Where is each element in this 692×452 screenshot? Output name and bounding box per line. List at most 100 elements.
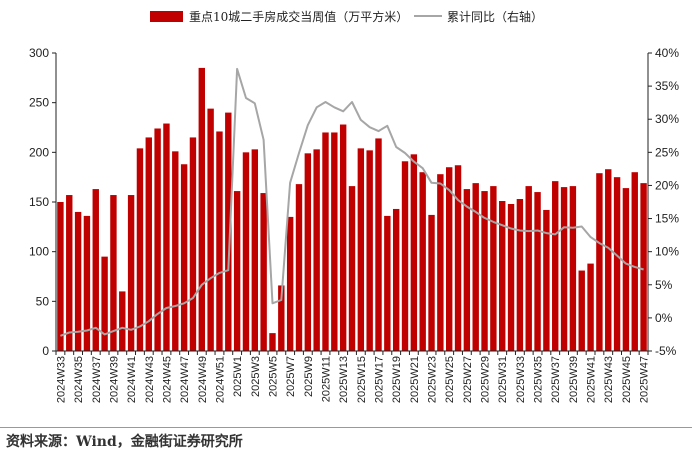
bar-2025W27 (463, 189, 471, 351)
divider (0, 427, 692, 428)
x-tick-label: 2025W47 (639, 356, 651, 403)
bar-2025W13 (339, 124, 347, 352)
bar-2025W36 (543, 209, 550, 351)
x-tick-label: 2025W3 (250, 356, 262, 397)
bar-2024W40 (119, 291, 126, 351)
x-tick-label: 2024W33 (55, 356, 67, 403)
bar-series (57, 67, 647, 352)
x-tick-label: 2024W45 (161, 356, 173, 403)
bar-2025W14 (348, 186, 356, 351)
x-tick-label: 2024W39 (108, 356, 120, 403)
x-tick-label: 2025W15 (356, 356, 368, 403)
x-tick-label: 2025W45 (621, 356, 633, 403)
x-tick-label: 2024W35 (73, 356, 85, 403)
x-tick-label: 2025W41 (586, 356, 598, 403)
source-note: 资料来源：Wind，金融街证券研究所 (6, 434, 243, 450)
bar-2025W1 (233, 191, 241, 351)
bar-2024W36 (83, 215, 91, 351)
x-tick-label: 2025W33 (515, 356, 527, 403)
bar-2025W40 (578, 270, 585, 351)
bar-2024W43 (145, 137, 152, 351)
bar-2024W48 (189, 137, 197, 351)
bar-2025W17 (375, 138, 382, 351)
bar-2025W30 (490, 186, 497, 351)
x-tick-label: 2025W11 (320, 356, 332, 402)
bar-2024W41 (127, 195, 135, 351)
bar-2024W49 (198, 67, 205, 352)
left-tick-label: 150 (29, 195, 49, 209)
bar-2025W7 (286, 216, 294, 351)
bar-2025W39 (569, 186, 577, 351)
bar-2025W41 (587, 263, 594, 351)
left-tick-label: 0 (42, 344, 49, 358)
chart: 重点10城二手房成交当周值（万平方米） 累计同比（右轴） 0 50 100 150 20… (29, 9, 679, 403)
bar-2025W21 (410, 154, 418, 351)
bar-2025W47 (640, 183, 647, 351)
bar-2025W34 (525, 186, 532, 351)
bar-2025W24 (437, 174, 444, 351)
x-tick-label: 2025W25 (444, 356, 456, 403)
bar-2025W5 (269, 333, 276, 351)
right-tick-label: 0% (655, 311, 673, 325)
x-tick-label: 2025W21 (409, 356, 421, 403)
x-tick-label: 2024W49 (197, 356, 209, 403)
bar-2025W18 (384, 215, 391, 351)
bar-2024W35 (74, 211, 82, 351)
x-tick-label: 2025W19 (391, 356, 403, 403)
bar-2025W10 (313, 149, 320, 351)
right-tick-label: 15% (655, 212, 679, 226)
x-tick-label: 2025W39 (568, 356, 580, 403)
left-tick-label: 50 (36, 294, 50, 308)
right-tick-label: 10% (655, 245, 679, 259)
bar-2025W29 (481, 191, 488, 351)
bar-2025W26 (454, 165, 462, 351)
bar-2024W38 (101, 256, 108, 351)
bar-2025W42 (596, 173, 603, 351)
bar-2025W46 (631, 172, 638, 351)
bar-2025W45 (622, 188, 630, 351)
bar-2025W28 (472, 183, 479, 351)
bar-2025W25 (445, 167, 453, 351)
bar-2025W11 (322, 132, 329, 351)
left-tick-label: 100 (29, 245, 49, 259)
bar-2024W34 (66, 195, 73, 351)
right-tick-label: 40% (655, 46, 679, 60)
bar-2024W52 (225, 112, 232, 351)
bar-2024W42 (136, 148, 144, 351)
cumulative-yoy-line (60, 67, 644, 337)
bar-2025W23 (428, 214, 435, 351)
right-tick-label: 20% (655, 178, 679, 192)
legend-bar-label: 重点10城二手房成交当周值（万平方米） (189, 9, 408, 24)
left-tick-label: 300 (29, 46, 49, 60)
bar-2024W46 (172, 151, 179, 351)
bar-2025W32 (507, 203, 515, 351)
bar-2024W33 (57, 202, 64, 351)
bar-2025W9 (304, 153, 312, 351)
bar-2024W47 (180, 164, 188, 351)
bar-2025W38 (560, 187, 568, 351)
bar-2025W4 (260, 193, 267, 351)
bar-2025W2 (242, 152, 250, 351)
x-tick-label: 2024W51 (214, 356, 226, 403)
bar-2025W43 (605, 169, 612, 351)
bar-2025W22 (419, 172, 426, 351)
x-tick-label: 2025W23 (427, 356, 439, 403)
bar-2025W44 (613, 177, 621, 351)
bar-2025W3 (251, 149, 259, 351)
x-tick-label: 2025W13 (338, 356, 350, 403)
left-tick-label: 250 (29, 96, 49, 110)
x-tick-label: 2025W9 (303, 356, 315, 397)
bar-2025W16 (366, 150, 373, 351)
x-tick-label: 2025W1 (232, 356, 244, 397)
x-tick-label: 2024W43 (144, 356, 156, 403)
left-tick-label: 200 (29, 145, 49, 159)
right-tick-label: 5% (655, 278, 673, 292)
bar-2024W51 (216, 131, 223, 351)
x-tick-label: 2025W37 (550, 356, 562, 403)
bar-2025W12 (331, 132, 338, 351)
bar-2025W35 (534, 192, 541, 351)
right-tick-label: 25% (655, 145, 679, 159)
bar-2025W15 (357, 148, 365, 351)
legend-bar-swatch (150, 11, 183, 22)
bar-2025W19 (392, 208, 400, 351)
